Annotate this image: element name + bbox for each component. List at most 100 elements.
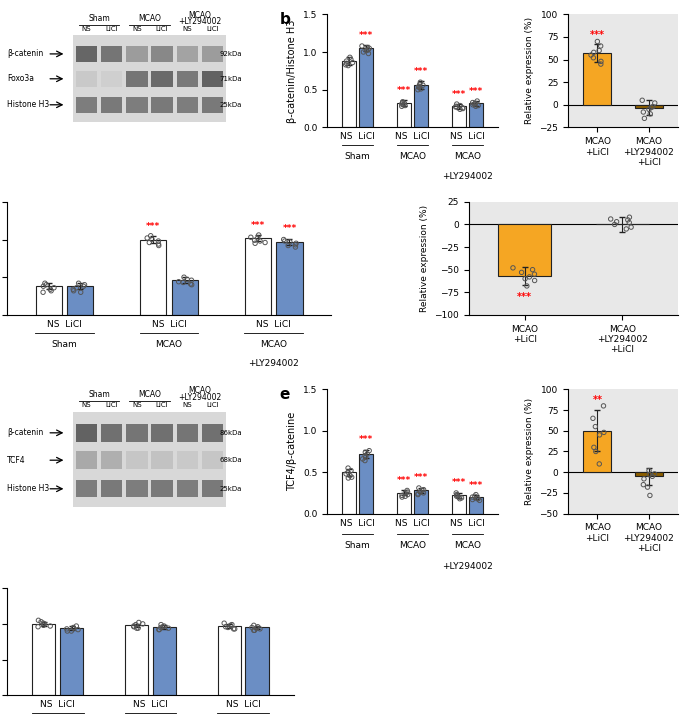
Point — [645, 490, 656, 501]
Point — [450, 101, 461, 113]
Point — [363, 48, 374, 60]
Bar — [125, 625, 148, 695]
Bar — [245, 627, 269, 695]
Point — [529, 268, 540, 280]
Point — [345, 470, 356, 481]
Point — [71, 282, 82, 293]
Bar — [151, 71, 173, 87]
Point — [508, 262, 519, 274]
Point — [33, 621, 44, 632]
Text: ***: *** — [282, 224, 297, 234]
Point — [40, 277, 51, 289]
Text: MCAO: MCAO — [399, 541, 426, 550]
Point — [128, 621, 139, 632]
Point — [251, 622, 262, 634]
Point — [78, 280, 89, 292]
Bar — [101, 46, 123, 62]
Point — [621, 223, 632, 234]
Point — [606, 213, 616, 224]
Bar — [140, 239, 166, 315]
Bar — [76, 97, 97, 113]
Bar — [101, 71, 123, 87]
Bar — [469, 103, 483, 128]
Point — [451, 490, 462, 501]
Point — [398, 99, 409, 110]
Y-axis label: β-catenin/Histone H3: β-catenin/Histone H3 — [288, 19, 297, 123]
Bar — [202, 71, 223, 87]
Point — [467, 99, 478, 110]
Point — [453, 491, 464, 503]
Point — [594, 429, 605, 441]
Point — [588, 412, 599, 424]
Point — [40, 279, 51, 290]
Y-axis label: Relative expression (%): Relative expression (%) — [525, 17, 534, 125]
Point — [341, 57, 352, 69]
Bar — [245, 238, 271, 315]
Point — [255, 235, 266, 247]
Bar — [397, 103, 411, 128]
Point — [132, 622, 142, 634]
Point — [451, 100, 462, 112]
Bar — [151, 46, 173, 62]
Text: NS: NS — [182, 26, 192, 32]
Point — [397, 96, 408, 108]
Point — [418, 488, 429, 499]
Point — [346, 472, 357, 483]
Point — [643, 103, 654, 115]
Bar — [177, 97, 198, 113]
Point — [220, 621, 231, 632]
Point — [137, 618, 148, 630]
Point — [360, 450, 371, 461]
Text: NS: NS — [132, 402, 142, 409]
Bar — [177, 424, 198, 442]
Point — [400, 488, 411, 499]
Point — [399, 100, 410, 111]
Point — [228, 623, 239, 635]
Text: MCAO: MCAO — [155, 340, 183, 348]
Point — [73, 624, 84, 635]
Text: LiCl: LiCl — [155, 26, 169, 32]
Bar — [635, 473, 662, 476]
Text: ***: *** — [397, 475, 411, 485]
Point — [363, 44, 374, 55]
Text: ***: *** — [517, 292, 532, 302]
Text: ***: *** — [358, 435, 373, 444]
Point — [177, 277, 188, 288]
Point — [36, 616, 47, 627]
Point — [595, 58, 606, 70]
Point — [360, 447, 371, 458]
Text: MCAO: MCAO — [138, 390, 161, 399]
Text: TCF4: TCF4 — [7, 456, 25, 465]
Point — [646, 102, 657, 113]
Point — [68, 283, 79, 295]
Bar — [76, 71, 97, 87]
Point — [642, 481, 653, 493]
Text: ***: *** — [452, 90, 466, 99]
Point — [473, 493, 484, 505]
Bar — [36, 286, 62, 315]
Point — [415, 77, 426, 88]
Point — [402, 489, 413, 500]
Point — [39, 618, 50, 630]
Point — [49, 282, 60, 293]
Bar — [177, 71, 198, 87]
Text: Foxo3a: Foxo3a — [7, 75, 34, 83]
Bar — [498, 224, 551, 276]
Point — [252, 621, 263, 632]
Point — [38, 619, 49, 631]
Bar — [172, 280, 198, 315]
Bar — [151, 97, 173, 113]
Point — [643, 465, 654, 476]
Bar — [76, 424, 97, 442]
Point — [223, 622, 234, 633]
Point — [524, 271, 535, 282]
Text: Histone H3: Histone H3 — [7, 484, 49, 493]
Bar — [635, 105, 662, 108]
Text: b: b — [279, 12, 290, 27]
Point — [592, 36, 603, 47]
Point — [163, 622, 174, 634]
Point — [412, 84, 423, 95]
Point — [451, 490, 462, 502]
Point — [595, 56, 606, 67]
Point — [624, 217, 635, 228]
